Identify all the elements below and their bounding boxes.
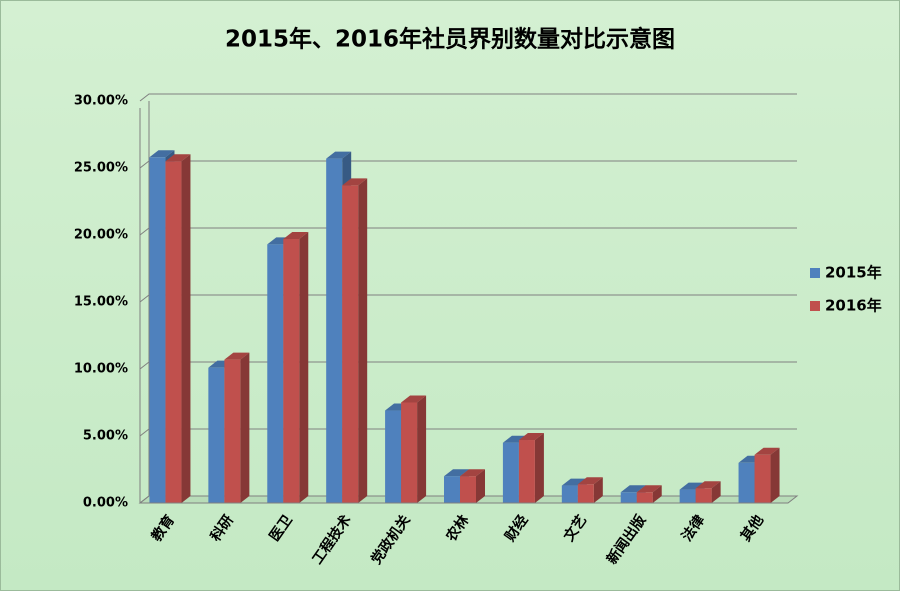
y-tick-label: 25.00% bbox=[74, 161, 128, 176]
grid-line bbox=[139, 294, 797, 303]
legend-swatch bbox=[810, 301, 820, 311]
bar bbox=[165, 161, 182, 504]
bar-top bbox=[636, 485, 662, 493]
bar-top bbox=[326, 151, 352, 159]
bar-side bbox=[770, 447, 780, 503]
bar bbox=[267, 244, 284, 503]
y-tick-label: 30.00% bbox=[74, 94, 128, 109]
bar-side bbox=[417, 395, 427, 503]
bar-side bbox=[240, 352, 250, 503]
bar-top bbox=[620, 485, 646, 493]
bar bbox=[444, 476, 460, 503]
bar-top bbox=[149, 150, 175, 158]
bar bbox=[620, 492, 637, 503]
bar bbox=[385, 410, 402, 503]
bar bbox=[518, 440, 535, 503]
bar-top bbox=[679, 482, 705, 490]
legend-swatch bbox=[810, 268, 820, 278]
y-tick-label: 10.00% bbox=[74, 362, 128, 377]
grid-line bbox=[139, 93, 797, 102]
bar-top bbox=[561, 478, 587, 486]
y-tick-label: 15.00% bbox=[74, 295, 128, 310]
bar bbox=[738, 462, 755, 503]
bar-side bbox=[652, 485, 662, 503]
bar bbox=[460, 476, 476, 503]
bar-top bbox=[444, 469, 469, 477]
bar-top bbox=[502, 435, 528, 443]
bar bbox=[679, 489, 696, 503]
chart-title: 2015年、2016年社员界别数量对比示意图 bbox=[225, 26, 675, 53]
bar-side bbox=[299, 232, 309, 503]
legend-label: 2016年 bbox=[825, 297, 882, 315]
bar-side bbox=[358, 178, 368, 504]
bar bbox=[208, 367, 225, 503]
bar-top bbox=[342, 178, 368, 186]
bar bbox=[283, 239, 300, 503]
y-tick-label: 20.00% bbox=[74, 228, 128, 243]
y-tick-label: 5.00% bbox=[83, 429, 128, 444]
bar bbox=[577, 484, 594, 503]
bar bbox=[149, 157, 166, 503]
grid-line bbox=[139, 428, 797, 437]
bar bbox=[326, 158, 343, 503]
bar-top bbox=[518, 433, 544, 441]
bar-top bbox=[224, 352, 250, 360]
bar bbox=[342, 185, 359, 504]
bar-side bbox=[534, 433, 544, 503]
y-tick-label: 0.00% bbox=[83, 496, 128, 511]
bar-top bbox=[460, 469, 485, 477]
bar-top bbox=[695, 481, 721, 489]
grid-line bbox=[139, 361, 797, 370]
bar-top bbox=[283, 232, 309, 240]
bar-side bbox=[476, 469, 485, 503]
bar bbox=[224, 359, 241, 503]
grid-line bbox=[139, 227, 797, 236]
bar-top bbox=[577, 477, 603, 485]
bar-top bbox=[165, 154, 191, 162]
bar-top bbox=[401, 395, 427, 403]
bar bbox=[754, 454, 771, 503]
bar-side bbox=[181, 154, 191, 504]
bar-top bbox=[754, 447, 780, 455]
bar bbox=[502, 442, 519, 503]
bar-side bbox=[711, 481, 721, 503]
legend-label: 2015年 bbox=[825, 264, 882, 282]
bar-side bbox=[593, 477, 603, 503]
bar bbox=[636, 492, 653, 503]
grid-line bbox=[139, 160, 797, 169]
bar bbox=[561, 485, 578, 503]
bar bbox=[695, 488, 712, 503]
bar bbox=[401, 402, 418, 503]
